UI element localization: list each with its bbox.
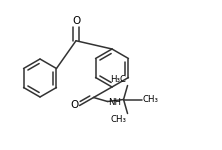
Text: H₃C: H₃C	[111, 75, 127, 84]
Text: O: O	[72, 16, 80, 26]
Text: CH₃: CH₃	[111, 114, 127, 123]
Text: O: O	[70, 100, 79, 111]
Text: NH: NH	[109, 98, 122, 107]
Text: CH₃: CH₃	[143, 95, 159, 104]
